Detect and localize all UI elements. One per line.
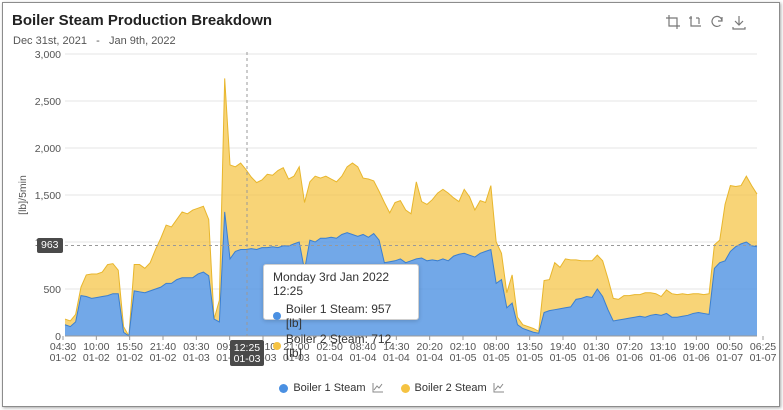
chart-legend: Boiler 1 Steam Boiler 2 Steam xyxy=(0,382,783,394)
x-tick-time: 04:30 xyxy=(50,341,76,353)
x-tick-date: 01-02 xyxy=(50,352,77,364)
refresh-icon[interactable] xyxy=(709,14,725,30)
legend-item-boiler-1[interactable]: Boiler 1 Steam xyxy=(279,382,383,394)
x-tick-date: 01-06 xyxy=(616,352,643,364)
download-icon[interactable] xyxy=(731,14,747,30)
series-boiler-1-line xyxy=(64,211,758,337)
y-tick-label: 3,000 xyxy=(35,49,61,61)
legend-label: Boiler 2 Steam xyxy=(414,382,487,394)
x-tick-date: 01-02 xyxy=(83,352,110,364)
tooltip-row-label: Boiler 2 Steam: 712 [lb] xyxy=(285,332,392,360)
x-tick-date: 01-05 xyxy=(550,352,577,364)
tooltip-row-label: Boiler 1 Steam: 957 [lb] xyxy=(285,302,392,330)
x-tick-time: 08:00 xyxy=(483,341,509,353)
x-tick-time: 10:00 xyxy=(83,341,109,353)
x-tick-time: 07:20 xyxy=(617,341,643,353)
y-tick-label: 2,000 xyxy=(35,143,61,155)
x-tick-time: 21:40 xyxy=(150,341,176,353)
x-tick-time: 20:20 xyxy=(417,341,443,353)
crosshair-x-badge xyxy=(230,340,264,366)
legend-dot xyxy=(400,383,410,393)
crop-icon[interactable] xyxy=(665,14,681,30)
chart-toolbar xyxy=(665,14,747,30)
x-tick-time: 03:30 xyxy=(183,341,209,353)
x-tick-time: 15:50 xyxy=(117,341,143,353)
x-tick-time: 06:25 xyxy=(750,341,776,353)
x-tick-date: 01-07 xyxy=(716,352,743,364)
x-tick-time: 02:50 xyxy=(317,341,343,353)
x-tick-date: 01-02 xyxy=(116,352,143,364)
series-boiler-2-line xyxy=(64,78,758,338)
x-tick-date: 01-05 xyxy=(450,352,477,364)
legend-item-boiler-2[interactable]: Boiler 2 Steam xyxy=(400,382,504,394)
x-tick-date: 01-03 xyxy=(283,352,310,364)
x-tick-date: 01-05 xyxy=(483,352,510,364)
x-tick-time: 19:00 xyxy=(683,341,709,353)
y-axis-label: [lb]/5min xyxy=(17,175,29,215)
y-tick-label: 2,500 xyxy=(35,96,61,108)
tooltip-title: Monday 3rd Jan 2022 12:25 xyxy=(273,270,390,298)
x-tick-date: 01-02 xyxy=(150,352,177,364)
crop-reset-icon[interactable] xyxy=(687,14,703,30)
x-tick-date: 01-04 xyxy=(350,352,377,364)
x-tick-time: 08:40 xyxy=(350,341,376,353)
x-tick-date: 01-04 xyxy=(416,352,443,364)
x-tick-time: 02:10 xyxy=(450,341,476,353)
x-tick-date: 01-06 xyxy=(683,352,710,364)
legend-label: Boiler 1 Steam xyxy=(293,382,366,394)
crosshair-x-date: 01-03 xyxy=(234,353,261,365)
x-tick-time: 00:50 xyxy=(717,341,743,353)
date-range: Dec 31st, 2021 - Jan 9th, 2022 xyxy=(13,35,176,47)
line-chart-icon[interactable] xyxy=(372,383,383,393)
tooltip-row-boiler-1: Boiler 1 Steam: 957 [lb] xyxy=(273,302,409,330)
y-tick-label: 1,500 xyxy=(35,190,61,202)
x-tick-date: 01-07 xyxy=(750,352,777,364)
x-tick-date: 01-04 xyxy=(316,352,343,364)
chart-title: Boiler Steam Production Breakdown xyxy=(12,12,273,29)
x-tick-time: 13:10 xyxy=(650,341,676,353)
x-tick-date: 01-03 xyxy=(183,352,210,364)
legend-dot xyxy=(279,383,289,393)
series-boiler-2-area xyxy=(65,78,757,336)
x-tick-date: 01-05 xyxy=(516,352,543,364)
x-tick-time: 13:50 xyxy=(517,341,543,353)
line-chart-icon[interactable] xyxy=(493,383,504,393)
x-tick-date: 01-06 xyxy=(650,352,677,364)
crosshair-y-value: 963 xyxy=(37,238,63,254)
series-2-dot xyxy=(273,342,281,350)
x-tick-time: 21:00 xyxy=(283,341,309,353)
y-tick-label: 0 xyxy=(55,331,61,343)
tooltip-row-boiler-2: Boiler 2 Steam: 712 [lb] xyxy=(273,332,409,360)
chart-tooltip: Monday 3rd Jan 2022 12:25 Boiler 1 Steam… xyxy=(263,264,419,360)
y-tick-label: 500 xyxy=(43,284,61,296)
series-1-dot xyxy=(273,312,281,320)
crosshair-x-time: 12:25 xyxy=(234,342,260,354)
x-tick-date: 01-04 xyxy=(383,352,410,364)
x-tick-date: 01-06 xyxy=(583,352,610,364)
x-tick-time: 01:30 xyxy=(583,341,609,353)
x-tick-time: 19:40 xyxy=(550,341,576,353)
x-tick-time: 14:30 xyxy=(383,341,409,353)
